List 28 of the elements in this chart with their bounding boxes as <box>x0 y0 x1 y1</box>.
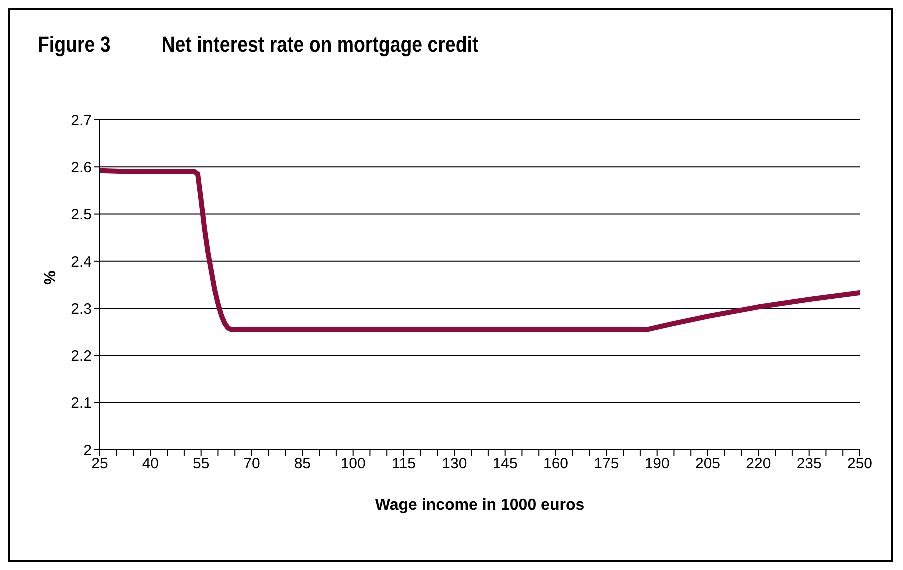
y-tick-label: 2.3 <box>71 300 92 318</box>
y-axis-title: % <box>42 270 60 285</box>
x-tick-label: 235 <box>796 456 822 473</box>
x-tick-label: 55 <box>192 456 210 473</box>
x-tick-label: 130 <box>442 456 468 473</box>
x-tick-label: 250 <box>847 456 873 473</box>
y-tick-label: 2.2 <box>71 348 92 366</box>
x-tick-label: 145 <box>492 456 518 473</box>
y-tick-label: 2 <box>84 442 92 460</box>
x-tick-label: 40 <box>142 456 160 473</box>
y-tick-label: 2.1 <box>71 395 92 412</box>
y-tick-label: 2.5 <box>71 206 92 224</box>
y-tick-label: 2.4 <box>71 254 92 271</box>
x-tick-label: 220 <box>746 456 772 473</box>
chart-title: Figure 3 <box>38 32 111 57</box>
x-tick-label: 175 <box>594 456 620 473</box>
x-tick-label: 190 <box>644 456 670 473</box>
x-tick-label: 160 <box>543 456 569 473</box>
y-tick-label: 2.6 <box>71 159 92 176</box>
x-tick-label: 25 <box>92 456 108 473</box>
chart-subtitle: Net interest rate on mortgage credit <box>162 32 479 57</box>
x-axis-title: Wage income in 1000 euros <box>375 497 585 514</box>
x-tick-label: 205 <box>695 456 721 473</box>
x-tick-label: 85 <box>294 456 312 473</box>
x-tick-label: 115 <box>392 456 416 473</box>
y-tick-label: 2.7 <box>71 112 92 130</box>
x-tick-label: 70 <box>244 456 260 473</box>
x-tick-label: 100 <box>340 456 366 473</box>
